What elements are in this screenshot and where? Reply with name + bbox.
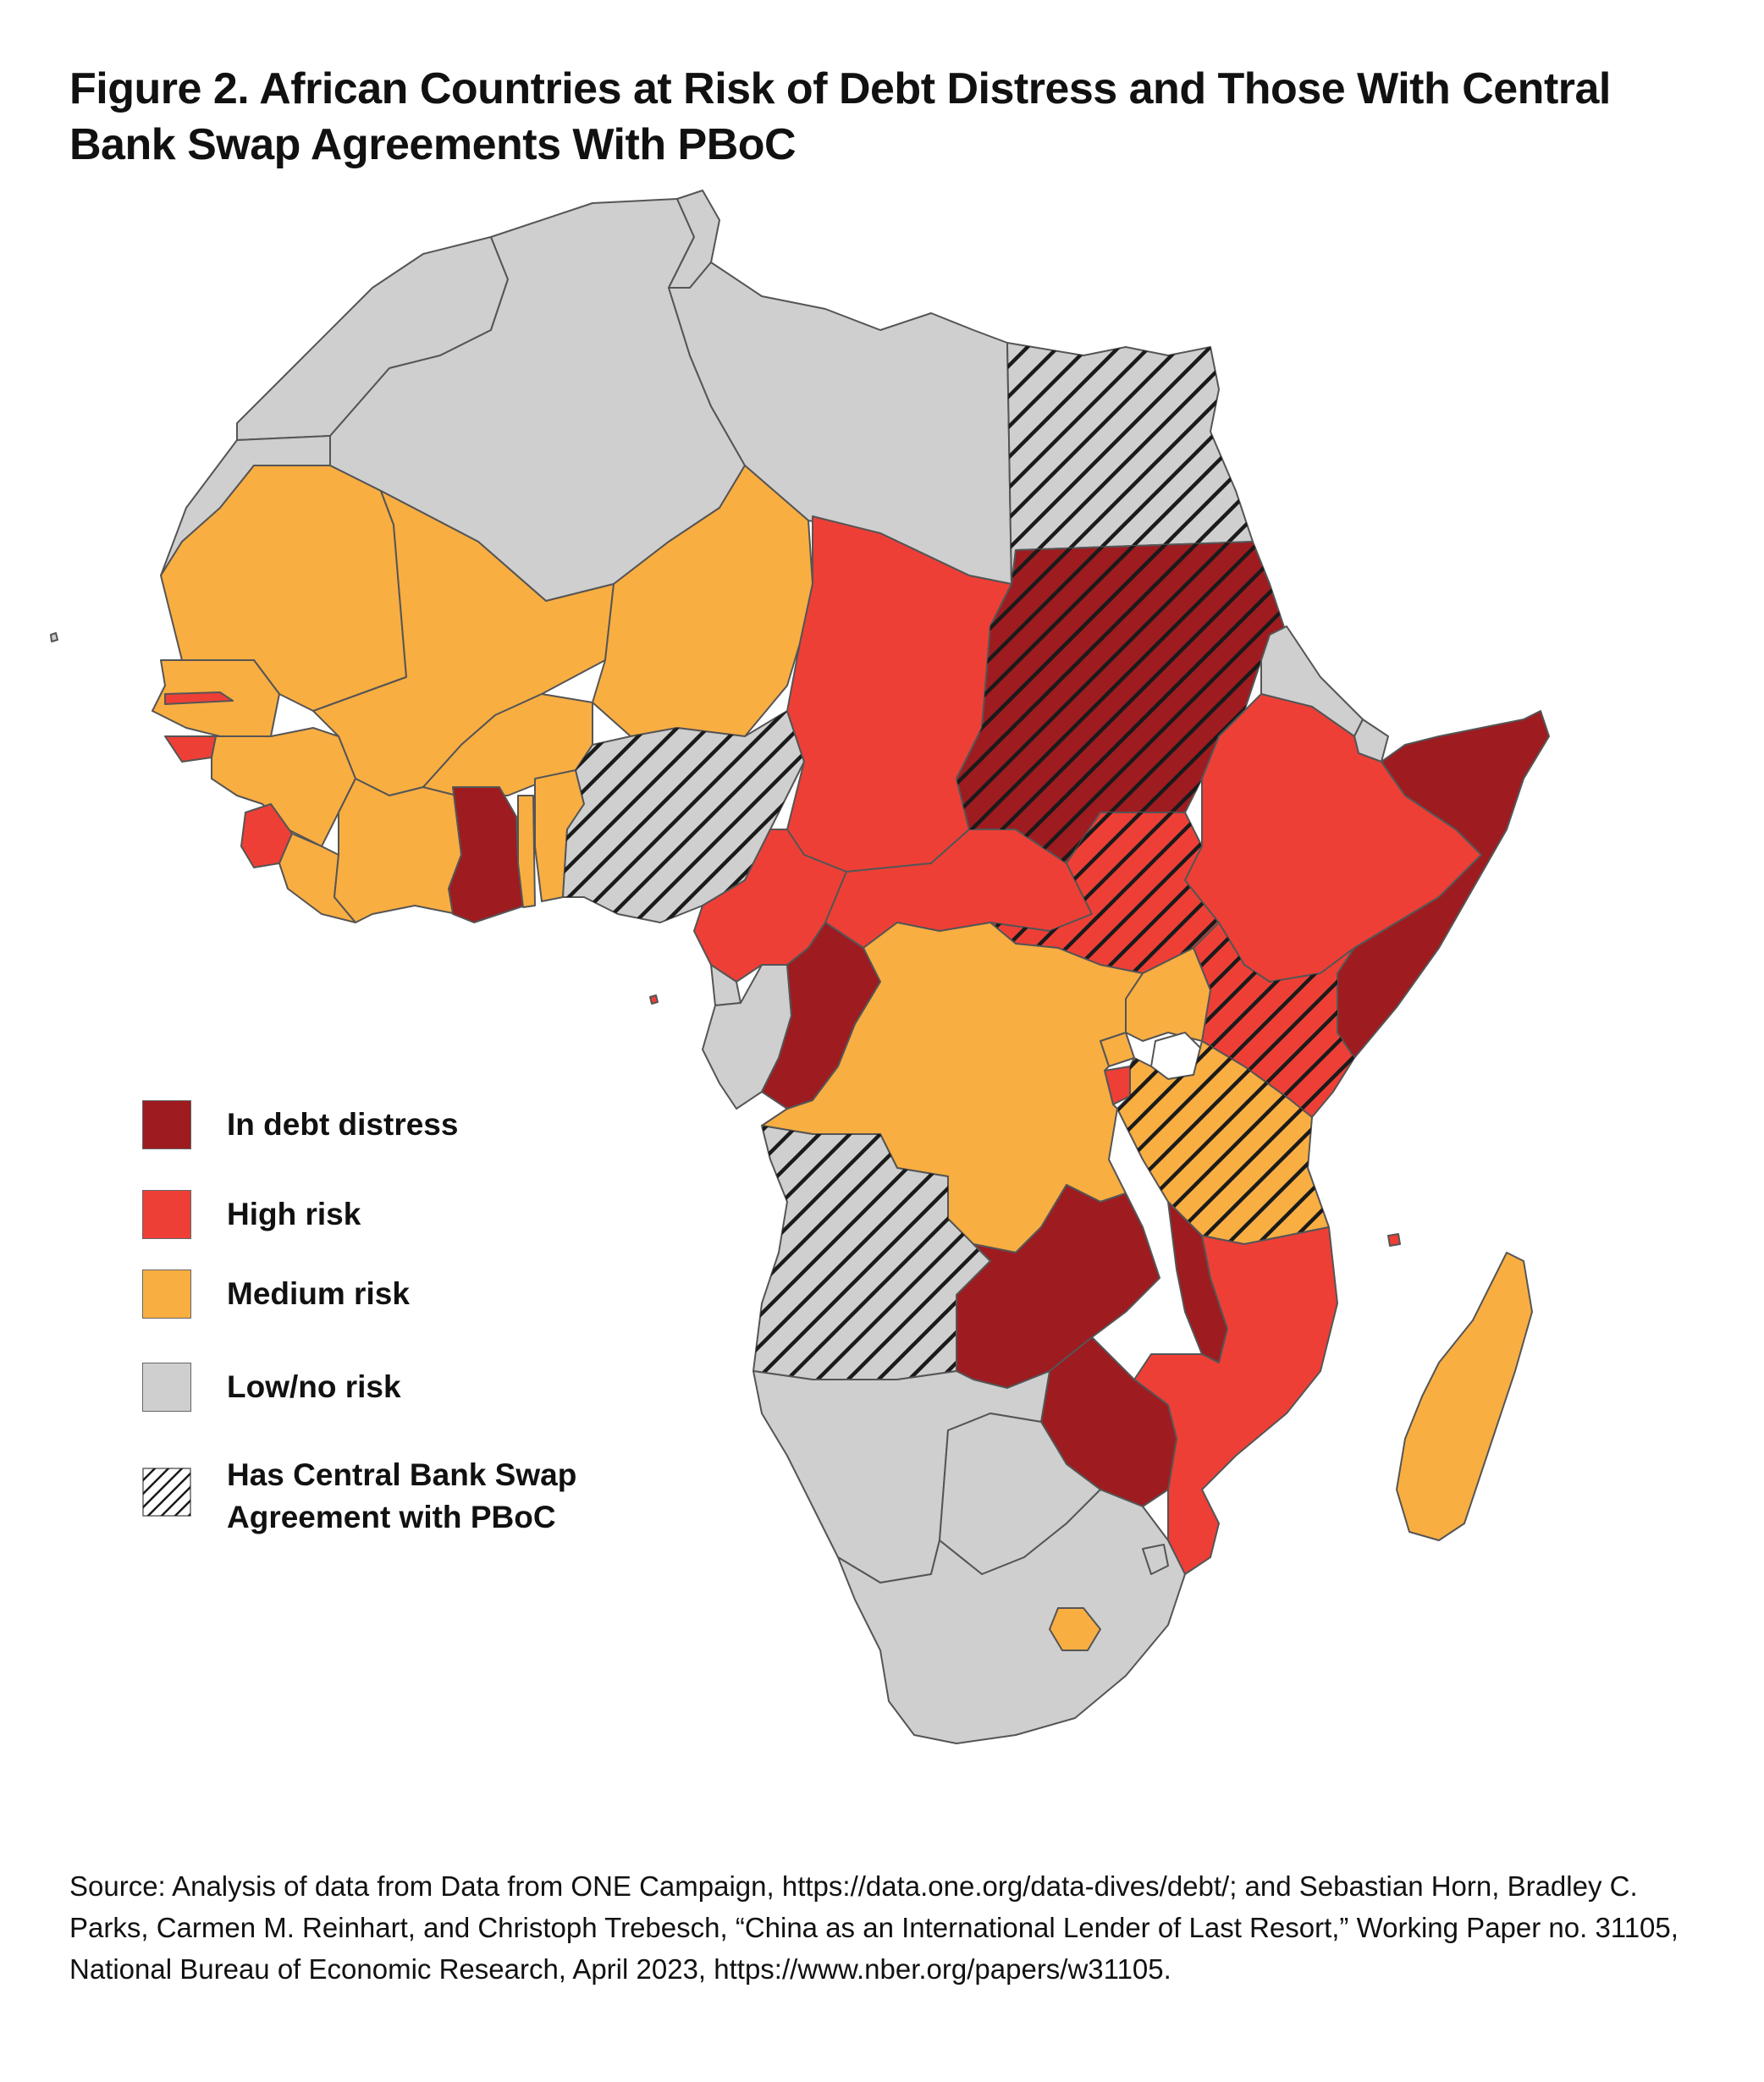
country-gambia: [164, 691, 234, 705]
country-zambia: [956, 1184, 1160, 1389]
country-somalia: [1337, 710, 1550, 1059]
source-note: Source: Analysis of data from Data from …: [69, 1870, 1679, 1985]
country-niger: [592, 465, 813, 737]
country-guinea-bissau: [164, 735, 217, 763]
country-tanzania-swap-hatch: [1117, 1041, 1329, 1244]
country-cabo-verde: [50, 632, 58, 642]
country-kenya-swap-hatch: [1193, 923, 1354, 1117]
legend-swatch-swap: [142, 1468, 191, 1517]
legend-label-distress: In debt distress: [227, 1107, 459, 1142]
country-comoros: [1387, 1233, 1401, 1247]
country-lesotho: [1049, 1607, 1101, 1651]
legend-label-swap: Has Central Bank Swap Agreement with PBo…: [227, 1454, 576, 1539]
country-angola-swap-hatch: [753, 1126, 990, 1380]
legend-label-swap-line2: Agreement with PBoC: [227, 1500, 556, 1534]
country-south-africa: [837, 1489, 1186, 1744]
country-egypt-swap-hatch: [1007, 343, 1253, 584]
legend-swatch-high: [142, 1190, 191, 1239]
legend-swatch-low: [142, 1363, 191, 1412]
country-sao-tome: [649, 994, 659, 1005]
country-togo: [517, 795, 536, 908]
legend-label-high: High risk: [227, 1197, 361, 1231]
country-mozambique: [1133, 1226, 1338, 1575]
africa-map: [50, 190, 1550, 1744]
country-nigeria-swap-hatch: [563, 711, 804, 923]
legend-label-low: Low/no risk: [227, 1369, 401, 1404]
figure-title: Figure 2. African Countries at Risk of D…: [69, 64, 1611, 169]
legend-swatch-distress: [142, 1100, 191, 1149]
legend-label-medium: Medium risk: [227, 1276, 410, 1311]
country-ghana: [448, 786, 526, 923]
country-madagascar: [1396, 1252, 1533, 1541]
country-south-sudan-swap-hatch: [990, 812, 1219, 973]
country-eswatini: [1142, 1544, 1169, 1575]
legend-swatch-medium: [142, 1270, 191, 1319]
country-sudan-swap-hatch: [956, 542, 1287, 863]
country-cote-divoire: [334, 778, 462, 923]
legend-label-swap-line1: Has Central Bank Swap: [227, 1457, 577, 1492]
